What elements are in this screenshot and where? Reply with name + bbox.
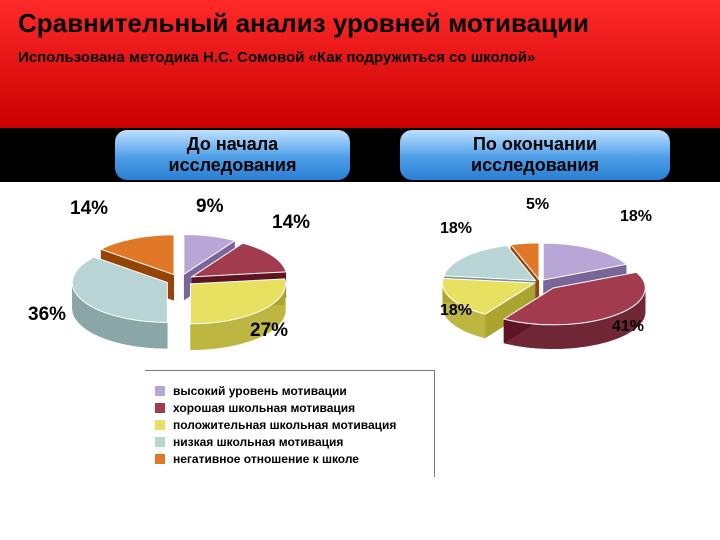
- legend-swatch: [155, 437, 165, 447]
- legend-item: низкая школьная мотивация: [155, 435, 424, 449]
- charts-area: 9% 14% 27% 36% 14% 18% 41% 18% 18% 5%: [0, 190, 720, 365]
- pie-slice-label: 36%: [28, 304, 66, 326]
- legend-swatch: [155, 403, 165, 413]
- legend-item: негативное отношение к школе: [155, 452, 424, 466]
- legend-label: положительная школьная мотивация: [173, 418, 396, 432]
- legend-label: негативное отношение к школе: [173, 452, 359, 466]
- pill-before: До начала исследования: [115, 130, 350, 180]
- pie-slice-label: 14%: [70, 198, 108, 220]
- pie-slice-label: 18%: [440, 220, 472, 238]
- pill-before-label: До начала исследования: [125, 134, 340, 175]
- pie-slice-label: 5%: [526, 196, 549, 214]
- legend-item: положительная школьная мотивация: [155, 418, 424, 432]
- pie-slice-label: 14%: [272, 212, 310, 234]
- legend-label: высокий уровень мотивации: [173, 384, 347, 398]
- page-subtitle: Использована методика Н.С. Сомовой «Как …: [18, 49, 702, 66]
- legend-label: хорошая школьная мотивация: [173, 401, 355, 415]
- legend-swatch: [155, 386, 165, 396]
- legend: высокий уровень мотивации хорошая школьна…: [145, 370, 435, 477]
- pie-slice-label: 27%: [250, 320, 288, 342]
- legend-swatch: [155, 454, 165, 464]
- pie-slice-label: 41%: [612, 318, 644, 336]
- header: Сравнительный анализ уровней мотивации И…: [0, 0, 720, 128]
- page-title: Сравнительный анализ уровней мотивации: [18, 8, 702, 39]
- legend-item: хорошая школьная мотивация: [155, 401, 424, 415]
- legend-item: высокий уровень мотивации: [155, 384, 424, 398]
- legend-swatch: [155, 420, 165, 430]
- legend-label: низкая школьная мотивация: [173, 435, 343, 449]
- pie-slice-label: 18%: [620, 208, 652, 226]
- pill-after-label: По окончании исследования: [410, 134, 660, 175]
- pill-after: По окончании исследования: [400, 130, 670, 180]
- pie-slice-label: 18%: [440, 302, 472, 320]
- pie-slice-label: 9%: [196, 196, 223, 218]
